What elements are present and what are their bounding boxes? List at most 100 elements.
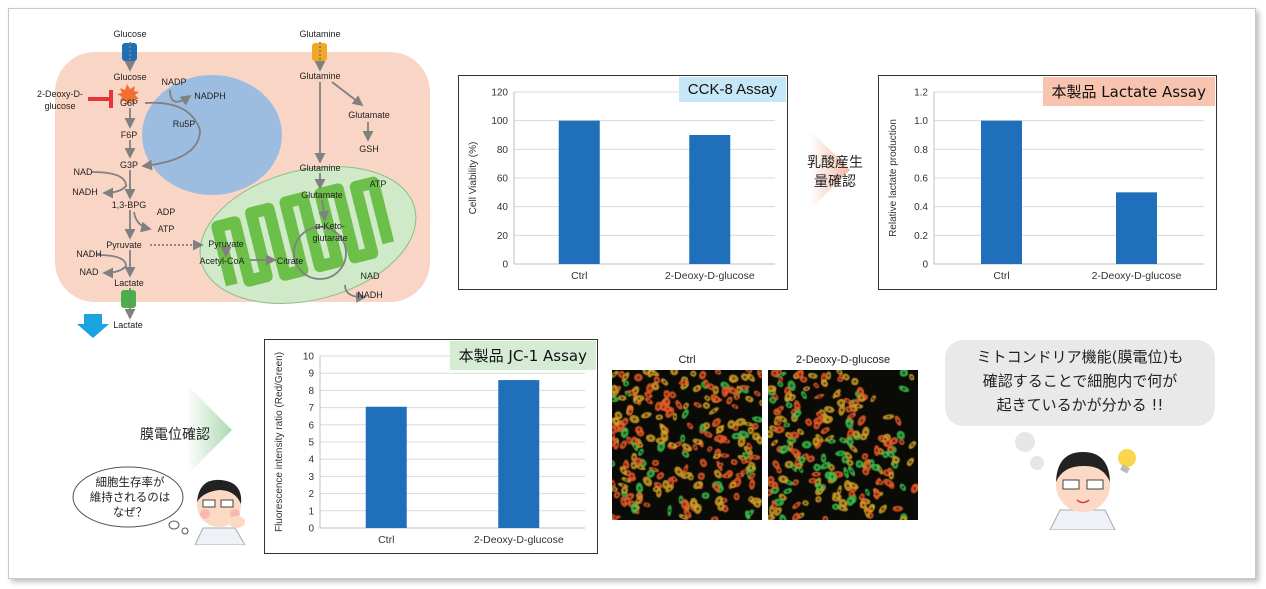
micrograph-label-2dg: 2-Deoxy-D-glucose [795,354,891,366]
bar-chart-svg: 0 20 40 60 80 100 120 Ctrl 2-Deoxy-D-glucose Cell… [468,88,775,282]
bar-chart-svg: 0 0.2 0.4 0.6 0.8 1.0 1.2 Ctrl 2-Deoxy-D-glucose… [888,88,1204,282]
y-tick-label: 120 [491,88,508,99]
y-tick-label: 1.2 [914,88,928,99]
idea-scientist-illustration [1015,432,1136,530]
bar-chart-svg: 0 1 2 3 4 5 6 7 8 9 10 Ctrl 2-Deoxy-D-glucose Fluores… [274,352,585,546]
chevron-arrow-icon [810,130,850,210]
micrograph-ctrl [612,370,762,520]
label-atp-mito: ATP [370,179,387,189]
lactate-check-line: 量確認 [814,174,856,190]
label-citrate: Citrate [277,256,304,266]
label-nadh-2: NADH [76,249,102,259]
label-glutamate-mito: Glutamate [301,190,343,200]
bubble-line: 細胞生存率が [95,475,165,489]
label-f6p: F6P [121,130,138,140]
bar-2-deoxy-d-glucose [1116,192,1157,264]
bar-ctrl [558,120,600,264]
label-glucose: Glucose [113,72,146,82]
label-g3p: G3P [120,160,138,170]
x-tick-label: Ctrl [993,270,1009,282]
y-tick-label: 100 [491,116,508,127]
bubble-line: 維持されるのは [89,490,171,504]
metabolic-pathway-diagram: Glucose Glucose 2-Deoxy-D- glucose G6P N… [37,29,430,338]
label-glutamine: Glutamine [299,71,340,81]
x-tick-label: 2-Deoxy-D-glucose [665,270,755,282]
y-axis-label: Fluorescence intensity ratio (Red/Green) [274,352,285,532]
label-glutamate: Glutamate [348,110,390,120]
tca-cycle [293,226,347,280]
micrograph-label-ctrl: Ctrl [678,354,696,366]
hexokinase-burst-icon [117,84,139,105]
label-glutamine-mito: Glutamine [299,163,340,173]
nucleus [142,75,282,195]
lactate-check-line: 乳酸産生 [807,155,863,171]
y-tick-label: 5 [308,438,314,449]
label-akg-2: glutarate [312,233,347,243]
bar-ctrl [981,120,1022,264]
y-tick-label: 1 [308,506,314,517]
y-tick-label: 1.0 [914,116,928,127]
y-tick-label: 2 [308,489,314,500]
label-inhibitor-2: glucose [44,101,75,111]
lactate-check-label: 乳酸産生 量確認 [795,154,875,192]
y-axis-label: Relative lactate production [888,119,899,237]
y-tick-label: 0.4 [914,202,928,213]
y-tick-label: 7 [308,403,314,414]
bar-ctrl [365,406,407,528]
y-tick-label: 40 [497,202,509,213]
y-tick-label: 0 [308,524,314,535]
thinking-scientist-illustration [194,479,246,545]
y-tick-label: 4 [308,455,314,466]
label-lactate-extracellular: Lactate [113,320,143,330]
label-lactate: Lactate [114,278,144,288]
left-bubble-text: 細胞生存率が 維持されるのは なぜ？ [75,475,185,520]
label-inhibitor: 2-Deoxy-D- [37,89,83,99]
mitochondrion [199,166,417,304]
y-tick-label: 8 [308,386,314,397]
bubble-line: 確認することで細胞内で何が [982,372,1178,390]
jc1-chart: 本製品 JC-1 Assay 0 1 2 3 4 5 6 7 8 9 10 Ctrl 2-Deoxy-D… [264,339,598,554]
inhibition-icon [88,90,113,108]
y-tick-label: 9 [308,369,314,380]
label-nadh: NADH [72,187,98,197]
x-tick-label: Ctrl [571,270,587,282]
x-tick-label: 2-Deoxy-D-glucose [474,534,564,546]
label-nadph: NADPH [194,91,226,101]
label-acetyl-coa: Acetyl-CoA [199,256,244,266]
label-pyruvate-mito: Pyruvate [208,239,244,249]
y-tick-label: 0.2 [914,231,928,242]
label-nad: NAD [73,167,93,177]
bar-2-deoxy-d-glucose [498,380,540,528]
chart-title-badge: 本製品 Lactate Assay [1042,77,1215,106]
label-ru5p: Ru5P [173,119,196,129]
y-tick-label: 0.8 [914,145,928,156]
thought-bubble [72,466,189,535]
label-nad-2: NAD [79,267,99,277]
y-tick-label: 0 [922,260,928,271]
x-tick-label: 2-Deoxy-D-glucose [1092,270,1182,282]
lactate-export-arrow-icon [77,314,109,338]
y-tick-label: 0.6 [914,174,928,185]
chart-title-badge: CCK-8 Assay [678,77,786,102]
label-13bpg: 1,3-BPG [112,200,147,210]
right-speech-bubble: ミトコンドリア機能(膜電位)も 確認することで細胞内で何が 起きているかが分かる… [945,340,1215,426]
bar-2-deoxy-d-glucose [689,135,731,264]
label-gsh: GSH [359,144,379,154]
x-tick-label: Ctrl [378,534,394,546]
y-tick-label: 3 [308,472,314,483]
membrane-potential-label: 膜電位確認 [140,427,210,443]
y-tick-label: 10 [303,352,315,363]
label-adp: ADP [157,207,176,217]
lactate-chart: 本製品 Lactate Assay 0 0.2 0.4 0.6 0.8 1.0 1.2 Ctr… [878,75,1217,290]
y-tick-label: 6 [308,420,314,431]
y-tick-label: 60 [497,174,509,185]
label-g6p: G6P [120,98,138,108]
bubble-line: ミトコンドリア機能(膜電位)も [976,348,1184,366]
label-glucose-extracellular: Glucose [113,29,146,39]
y-axis-label: Cell Viability (%) [468,142,479,215]
bubble-line: なぜ？ [112,505,148,519]
label-atp: ATP [158,224,175,234]
label-nadp: NADP [161,77,186,87]
bubble-line: 起きているかが分かる !! [996,396,1164,414]
label-pyruvate: Pyruvate [106,240,142,250]
